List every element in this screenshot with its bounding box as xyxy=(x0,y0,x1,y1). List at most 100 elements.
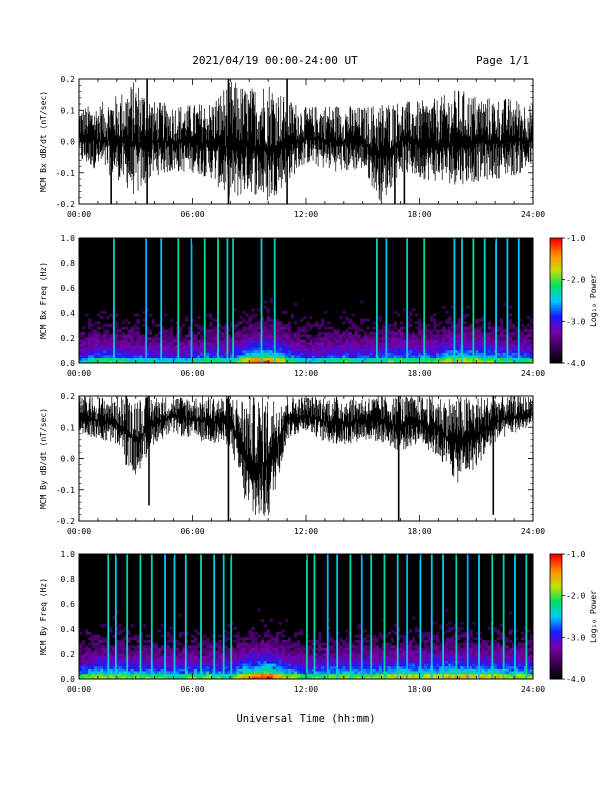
spectrogram-cell xyxy=(351,340,354,343)
spectrogram-cell xyxy=(209,355,212,358)
spectrogram-cell xyxy=(409,319,412,322)
spectrogram-cell xyxy=(88,337,91,340)
spectrogram-cell xyxy=(333,353,336,356)
spectrogram-cell xyxy=(521,347,524,350)
spectrogram-cell xyxy=(403,645,406,648)
spectrogram-cell xyxy=(242,358,245,361)
spectrogram-cell xyxy=(221,345,224,348)
spectrogram-cell xyxy=(300,347,303,350)
spectrogram-cell xyxy=(482,663,485,666)
spectrogram-cell xyxy=(82,350,85,353)
spectrogram-cell xyxy=(109,324,112,327)
spectrogram-cell xyxy=(291,345,294,348)
spectrogram-cell xyxy=(209,332,212,335)
spectrogram-cell xyxy=(248,350,251,353)
spectrogram-cell xyxy=(500,327,503,330)
spectrogram-cell xyxy=(94,332,97,335)
spectrogram-cell xyxy=(82,353,85,356)
spectrogram-cell xyxy=(348,353,351,356)
spectrogram-cell xyxy=(194,630,197,633)
spectrogram-cell xyxy=(261,619,264,622)
spectrogram-cell xyxy=(448,316,451,319)
spectrogram-cell xyxy=(506,666,509,669)
spectrogram-cell xyxy=(321,648,324,651)
spectrogram-cell xyxy=(457,329,460,332)
spectrogram-cell xyxy=(379,650,382,653)
spectrogram-cell xyxy=(91,650,94,653)
spectrogram-cell xyxy=(94,669,97,672)
spectrogram-cell xyxy=(336,358,339,361)
spectrogram-cell xyxy=(448,656,451,659)
spectrogram-cell xyxy=(282,340,285,343)
spectrogram-cell xyxy=(451,648,454,651)
spectrogram-cell xyxy=(252,643,255,646)
spectrogram-cell xyxy=(345,342,348,345)
spectrogram-cell xyxy=(451,653,454,656)
spectrogram-cell xyxy=(469,324,472,327)
spectrogram-cell xyxy=(339,663,342,666)
spectrogram-cell xyxy=(427,674,430,677)
spectrogram-cell xyxy=(103,674,106,677)
spectrogram-cell xyxy=(121,666,124,669)
spectrogram-cell xyxy=(527,640,530,643)
spectrogram-cell xyxy=(318,355,321,358)
spectrogram-cell xyxy=(333,643,336,646)
spectrogram-cell xyxy=(130,332,133,335)
spectrogram-cell xyxy=(488,674,491,677)
spectrogram-cell xyxy=(248,340,251,343)
spectrogram-cell xyxy=(309,640,312,643)
spectrogram-cell xyxy=(97,342,100,345)
spectrogram-cell xyxy=(291,669,294,672)
spectrogram-cell xyxy=(100,345,103,348)
spectrogram-cell xyxy=(485,658,488,661)
spectrogram-cell xyxy=(503,345,506,348)
spectrogram-cell xyxy=(509,663,512,666)
spectrogram-cell xyxy=(276,666,279,669)
spectrogram-cell xyxy=(236,666,239,669)
spectrogram-cell xyxy=(500,345,503,348)
spectrogram-cell xyxy=(351,337,354,340)
spectrogram-cell xyxy=(270,347,273,350)
spectrogram-cell xyxy=(382,347,385,350)
spectrogram-cell xyxy=(500,632,503,635)
spectrogram-cell xyxy=(388,661,391,664)
spectrogram-cell xyxy=(360,321,363,324)
spectrogram-cell xyxy=(488,321,491,324)
spectrogram-cell xyxy=(133,314,136,317)
spectrogram-cell xyxy=(185,345,188,348)
spectrogram-cell xyxy=(245,353,248,356)
spectrogram-cell xyxy=(439,345,442,348)
spectrogram-cell xyxy=(121,337,124,340)
spectrogram-cell xyxy=(94,658,97,661)
spectrogram-cell xyxy=(497,674,500,677)
spectrogram-cell xyxy=(248,669,251,672)
spectrogram-cell xyxy=(360,319,363,322)
spectrogram-cell xyxy=(255,674,258,677)
spectrogram-cell xyxy=(88,353,91,356)
spectrogram-cell xyxy=(127,358,130,361)
spectrogram-cell xyxy=(312,358,315,361)
spectrogram-cell xyxy=(488,340,491,343)
spectrogram-cell xyxy=(118,645,121,648)
spectrogram-cell xyxy=(500,650,503,653)
spectrogram-cell xyxy=(255,347,258,350)
spectrogram-cell xyxy=(382,345,385,348)
spectrogram-cell xyxy=(248,332,251,335)
spectrogram-cell xyxy=(288,337,291,340)
spectrogram-cell xyxy=(288,355,291,358)
spectrogram-cell xyxy=(527,669,530,672)
spectrogram-cell xyxy=(475,321,478,324)
spectrogram-cell xyxy=(94,353,97,356)
spectrogram-cell xyxy=(285,324,288,327)
spectrogram-cell xyxy=(236,345,239,348)
spectrogram-cell xyxy=(379,350,382,353)
spectrogram-cell xyxy=(382,358,385,361)
spectrogram-cell xyxy=(427,661,430,664)
spectrogram-cell xyxy=(370,358,373,361)
spectrogram-cell xyxy=(297,674,300,677)
spectrogram-cell xyxy=(418,324,421,327)
spectrogram-cell xyxy=(460,671,463,674)
spectrogram-cell xyxy=(267,355,270,358)
spectrogram-cell xyxy=(400,353,403,356)
spectrogram-cell xyxy=(469,632,472,635)
